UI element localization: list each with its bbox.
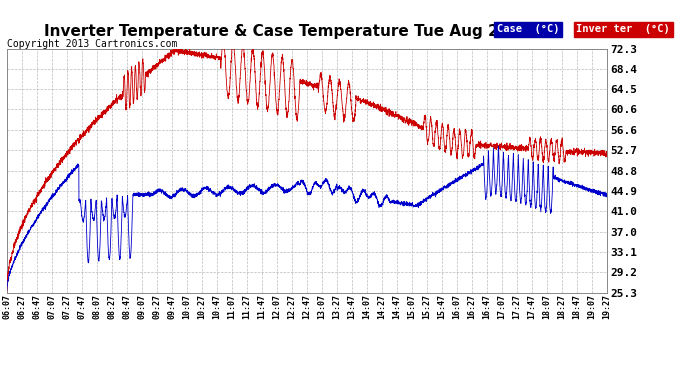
Text: Inverter Temperature & Case Temperature Tue Aug 20 19:45: Inverter Temperature & Case Temperature … [44, 24, 563, 39]
Text: Inver ter  (°C): Inver ter (°C) [576, 24, 670, 34]
Text: Copyright 2013 Cartronics.com: Copyright 2013 Cartronics.com [7, 39, 177, 50]
Text: Case  (°C): Case (°C) [497, 24, 560, 34]
